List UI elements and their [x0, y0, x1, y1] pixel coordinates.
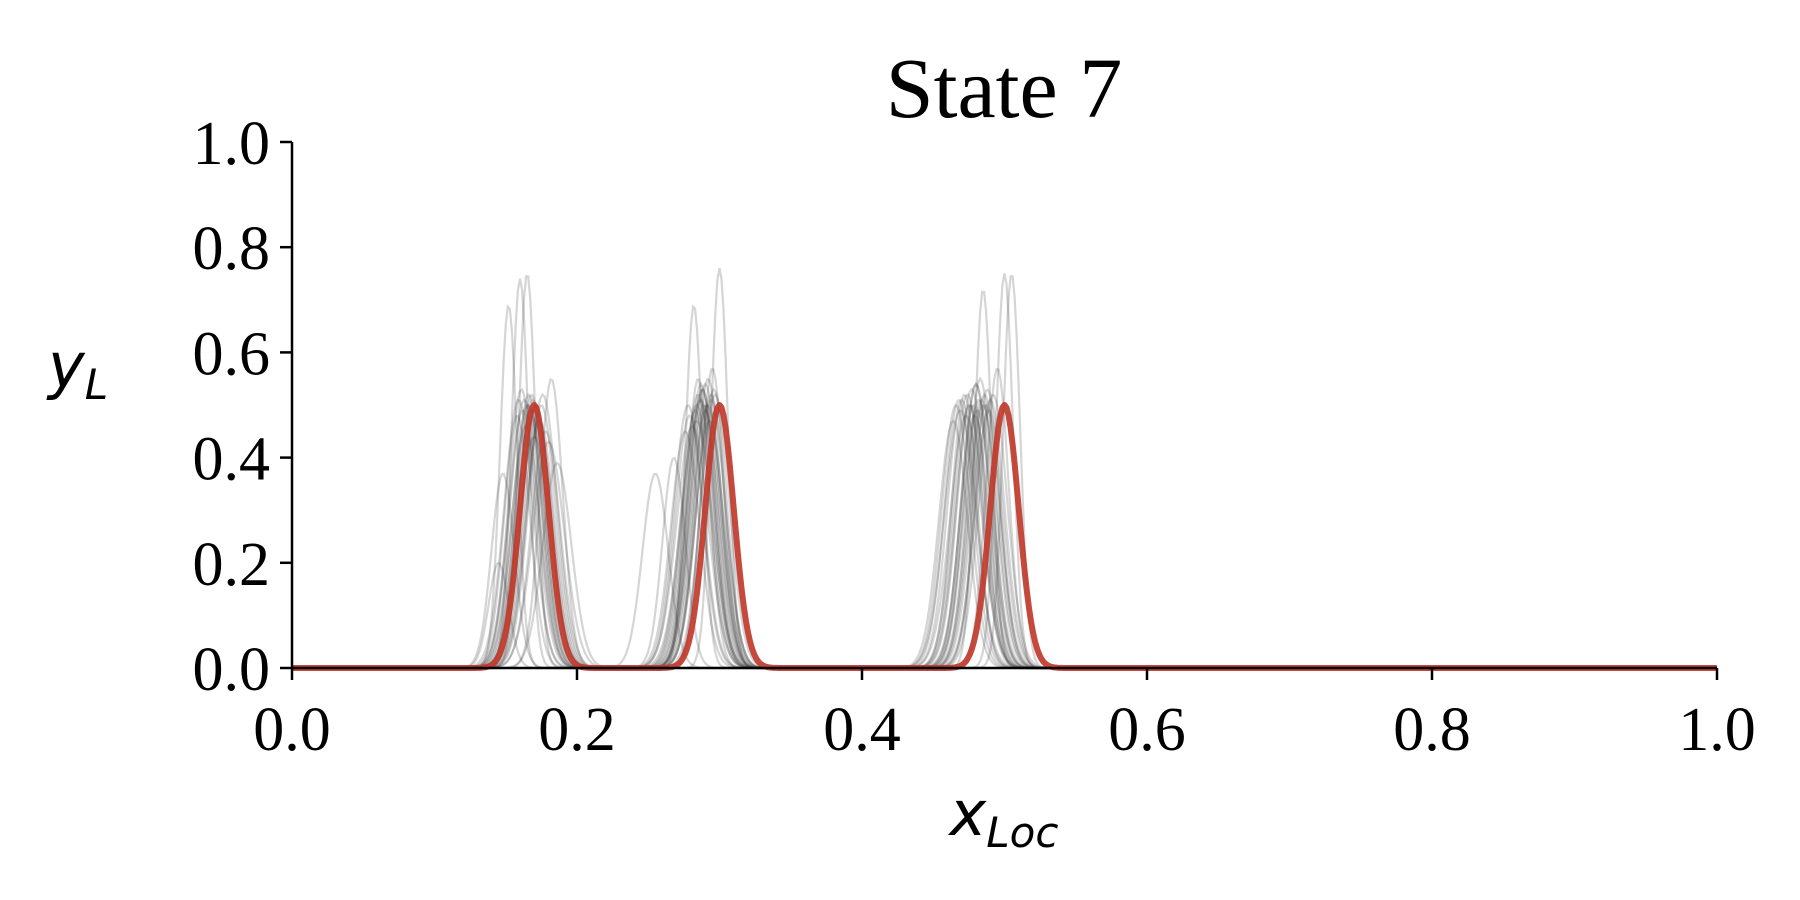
chart-title: State 7 [886, 40, 1122, 136]
y-tick-label: 0.4 [193, 426, 271, 494]
y-tick-label: 0.6 [193, 320, 271, 388]
y-axis-label-sub: L [85, 360, 108, 409]
x-axis-label-main: x [948, 777, 988, 850]
x-tick-label: 0.2 [538, 696, 616, 764]
x-axis-label-sub: Loc [986, 808, 1058, 857]
y-axis-ticks: 0.0 0.2 0.4 0.6 0.8 1.0 [193, 110, 292, 704]
sample-curves [292, 268, 1717, 670]
x-axis-label: xLoc [948, 777, 1059, 857]
y-axis-label: yL [46, 329, 108, 409]
y-tick-label: 0.0 [193, 636, 271, 704]
x-tick-label: 0.8 [1393, 696, 1471, 764]
x-axis-ticks: 0.0 0.2 0.4 0.6 0.8 1.0 [253, 668, 1756, 764]
y-axis-label-main: y [46, 329, 86, 402]
y-tick-label: 0.2 [193, 531, 271, 599]
x-tick-label: 0.0 [253, 696, 331, 764]
y-tick-label: 0.8 [193, 215, 271, 283]
x-tick-label: 0.6 [1108, 696, 1186, 764]
x-tick-label: 0.4 [823, 696, 901, 764]
x-tick-label: 1.0 [1678, 696, 1756, 764]
y-tick-label: 1.0 [193, 110, 271, 178]
